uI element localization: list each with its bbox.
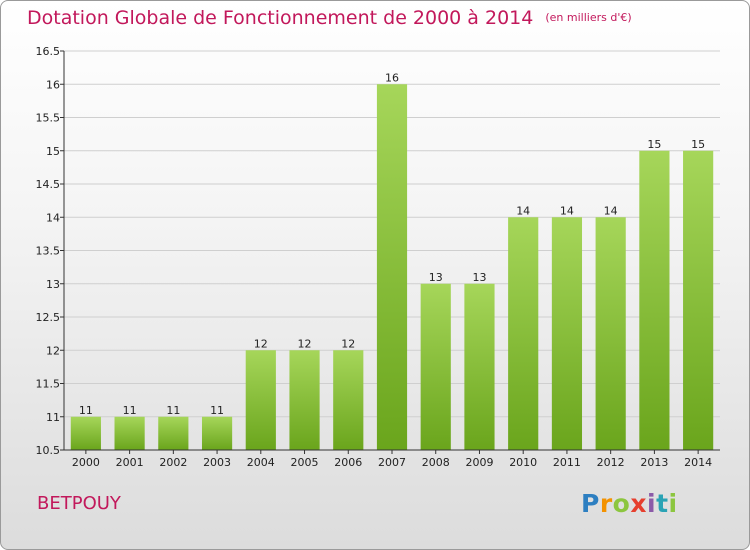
x-tick-label-2005: 2005 (291, 456, 319, 469)
data-label-2002: 11 (166, 404, 180, 417)
x-tick-label-2014: 2014 (684, 456, 712, 469)
bar-2010 (508, 217, 539, 450)
data-label-2013: 15 (647, 138, 661, 151)
data-label-2014: 15 (691, 138, 705, 151)
y-tick-label: 12.5 (36, 311, 61, 324)
bar-2004 (245, 350, 276, 450)
bar-2011 (551, 217, 583, 450)
data-label-2006: 12 (341, 337, 355, 350)
y-tick-label: 10.5 (36, 444, 61, 457)
x-tick-label-2011: 2011 (553, 456, 581, 469)
x-tick-label-2001: 2001 (116, 456, 144, 469)
x-tick-label-2007: 2007 (378, 456, 406, 469)
x-tick-label-2000: 2000 (72, 456, 100, 469)
data-label-2010: 14 (516, 204, 530, 217)
y-tick-label: 15.5 (36, 112, 61, 125)
y-tick-label: 11 (46, 411, 60, 424)
x-tick-label-2013: 2013 (640, 456, 668, 469)
data-label-2011: 14 (560, 204, 574, 217)
bar-2007 (376, 84, 408, 450)
bar-2013 (639, 150, 670, 450)
data-label-2000: 11 (79, 404, 93, 417)
x-tick-label-2010: 2010 (509, 456, 537, 469)
proxiti-logo: Proxiti (581, 489, 678, 518)
bar-2012 (595, 217, 626, 450)
y-tick-label: 12 (46, 344, 60, 357)
bar-2001 (114, 416, 145, 450)
x-tick-label-2002: 2002 (159, 456, 187, 469)
x-tick-label-2008: 2008 (422, 456, 450, 469)
bar-2009 (464, 283, 495, 450)
bar-2002 (158, 416, 189, 450)
bar-2005 (289, 350, 320, 450)
y-tick-label: 14.5 (36, 178, 61, 191)
commune-name: BETPOUY (37, 493, 121, 514)
bar-2006 (333, 350, 364, 450)
data-label-2008: 13 (429, 271, 443, 284)
data-label-2004: 12 (254, 337, 268, 350)
y-tick-label: 14 (46, 211, 60, 224)
bar-2014 (683, 150, 714, 450)
x-tick-label-2003: 2003 (203, 456, 231, 469)
data-label-2001: 11 (123, 404, 137, 417)
data-label-2003: 11 (210, 404, 224, 417)
y-tick-label: 16 (46, 78, 60, 91)
data-label-2005: 12 (298, 337, 312, 350)
x-tick-label-2009: 2009 (465, 456, 493, 469)
y-tick-label: 13.5 (36, 245, 61, 258)
bar-2008 (420, 283, 451, 450)
labels-layer: 11 11 11 11 12 12 12 16 13 13 14 14 14 15 15 (79, 71, 705, 417)
bar-2003 (201, 416, 233, 450)
y-tick-label: 15 (46, 145, 60, 158)
x-tick-label-2004: 2004 (247, 456, 275, 469)
chart-title: Dotation Globale de Fonctionnement de 20… (27, 7, 632, 29)
y-tick-label: 11.5 (36, 378, 61, 391)
data-label-2007: 16 (385, 71, 399, 84)
x-tick-label-2012: 2012 (597, 456, 625, 469)
bars-layer (70, 84, 714, 450)
chart-title-main: Dotation Globale de Fonctionnement de 20… (27, 7, 534, 29)
x-tick-label-2006: 2006 (334, 456, 362, 469)
y-tick-label: 16.5 (36, 45, 61, 58)
y-tick-label: 13 (46, 278, 60, 291)
data-label-2012: 14 (604, 204, 618, 217)
bar-2000 (70, 416, 101, 450)
chart-unit: (en milliers d'€) (545, 11, 632, 24)
data-label-2009: 13 (472, 271, 486, 284)
axis-layer: 10.5 11 11.5 12 12.5 13 13.5 14 14.5 15 15.5 16 16.5… (36, 45, 720, 469)
